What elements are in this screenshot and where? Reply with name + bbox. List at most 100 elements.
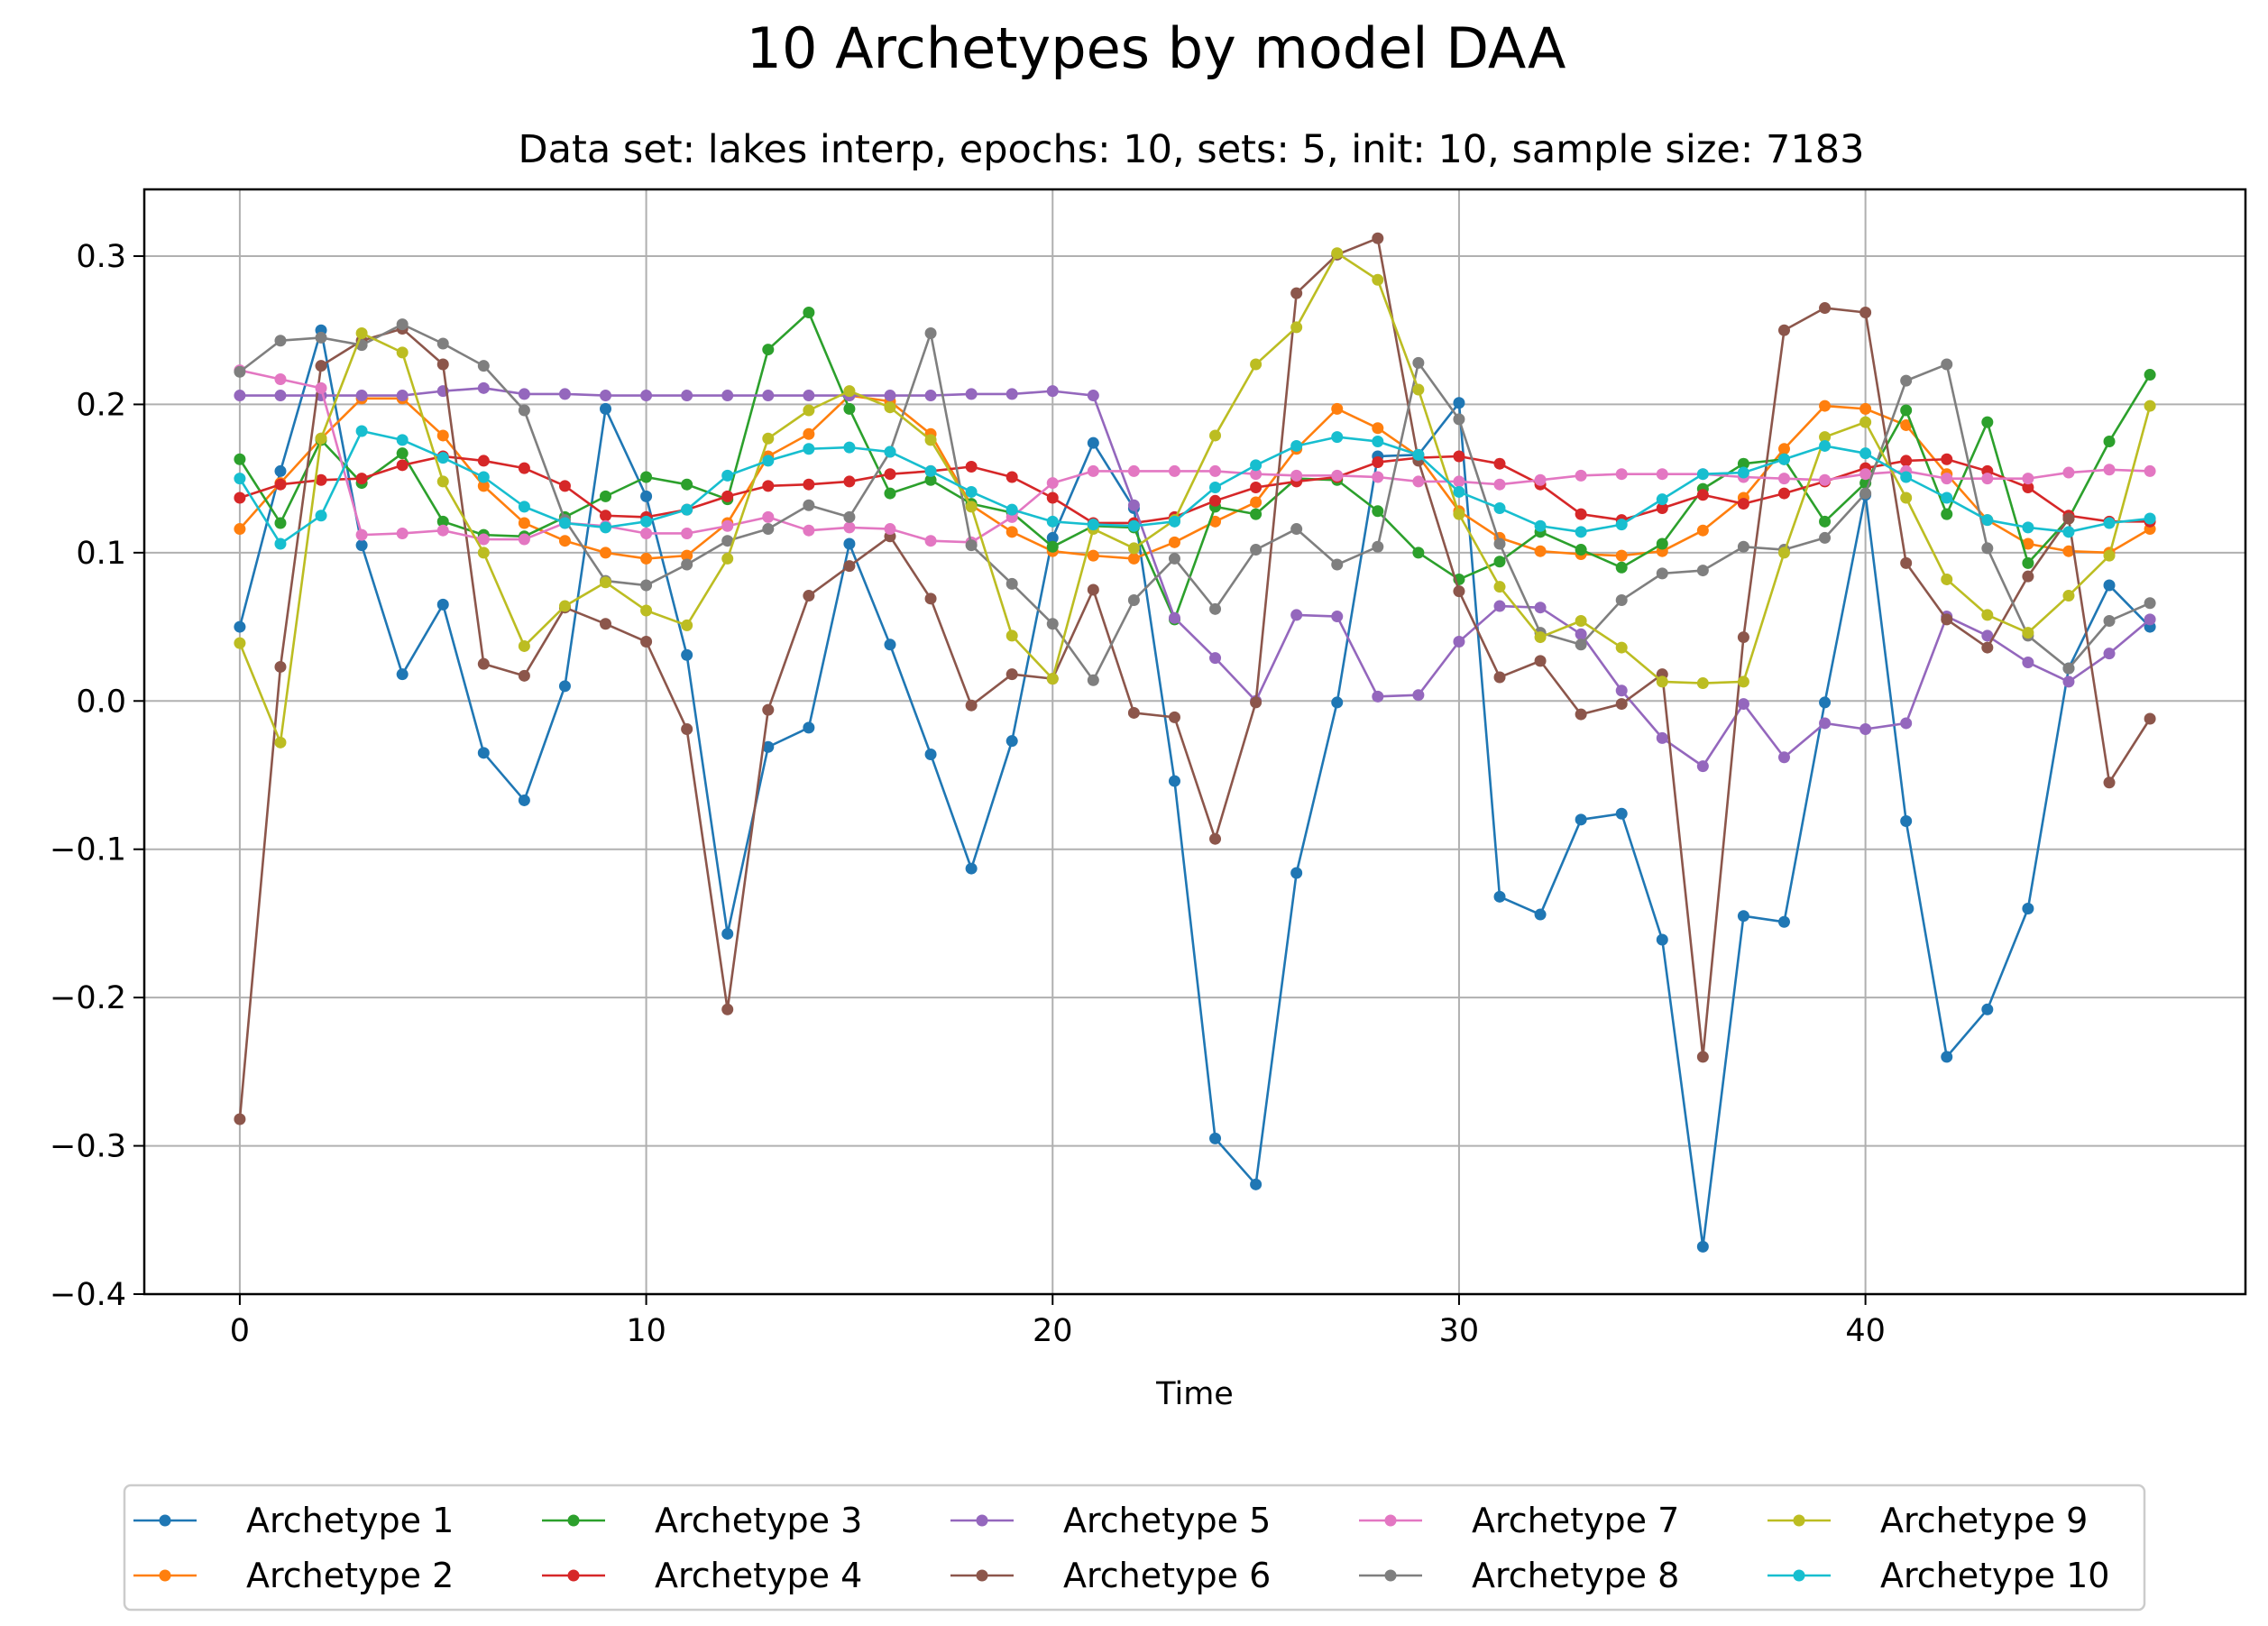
- data-point: [1900, 418, 1913, 431]
- data-point: [1575, 508, 1587, 520]
- data-point: [843, 537, 856, 550]
- legend-swatch-marker: [1793, 1514, 1805, 1527]
- data-point: [1737, 466, 1749, 479]
- data-point: [1900, 404, 1913, 417]
- data-point: [396, 527, 409, 539]
- data-point: [1737, 457, 1749, 470]
- data-point: [234, 1113, 246, 1125]
- legend-item: Archetype 7: [1359, 1501, 1679, 1540]
- data-point: [274, 478, 287, 491]
- data-point: [1127, 519, 1140, 532]
- data-point: [477, 657, 490, 670]
- data-point: [355, 528, 368, 541]
- data-point: [396, 390, 409, 402]
- data-point: [1290, 439, 1303, 452]
- data-point: [518, 533, 530, 546]
- legend-swatch-marker: [567, 1569, 580, 1582]
- data-point: [1250, 358, 1263, 371]
- data-point: [234, 620, 246, 633]
- data-point: [2103, 579, 2116, 592]
- legend-label: Archetype 1: [246, 1501, 454, 1540]
- data-point: [1777, 751, 1790, 764]
- data-point: [924, 327, 937, 339]
- series-line: [239, 387, 2151, 767]
- data-point: [1290, 287, 1303, 299]
- data-point: [721, 390, 734, 402]
- data-point: [274, 335, 287, 347]
- data-point: [1696, 524, 1709, 537]
- data-point: [274, 660, 287, 673]
- legend-swatch-marker: [1793, 1569, 1805, 1582]
- data-point: [1696, 760, 1709, 773]
- data-point: [2103, 648, 2116, 660]
- legend-swatch-marker: [159, 1514, 171, 1527]
- data-point: [1290, 609, 1303, 621]
- data-point: [965, 699, 978, 712]
- series-lines: [234, 232, 2156, 1253]
- data-point: [1372, 232, 1384, 244]
- legend-label: Archetype 2: [246, 1556, 454, 1595]
- data-point: [436, 429, 449, 442]
- data-point: [762, 455, 775, 467]
- data-point: [600, 402, 612, 415]
- data-point: [1941, 491, 1953, 504]
- data-point: [396, 447, 409, 460]
- data-point: [681, 527, 693, 539]
- data-point: [2062, 466, 2075, 479]
- data-point: [1615, 684, 1628, 697]
- data-point: [803, 721, 815, 734]
- data-point: [1981, 641, 1994, 654]
- legend-item: Archetype 6: [950, 1556, 1271, 1595]
- data-point: [518, 404, 530, 417]
- data-point: [1777, 487, 1790, 500]
- data-point: [1575, 708, 1587, 721]
- legend-label: Archetype 3: [655, 1501, 862, 1540]
- data-point: [1534, 519, 1547, 532]
- data-point: [234, 637, 246, 649]
- data-point: [1372, 540, 1384, 553]
- data-point: [2103, 776, 2116, 789]
- y-tick-label: 0.2: [76, 387, 126, 423]
- data-point: [1087, 464, 1099, 477]
- data-point: [1534, 908, 1547, 921]
- data-point: [1981, 542, 1994, 555]
- data-point: [2144, 613, 2156, 626]
- data-point: [1900, 455, 1913, 467]
- data-point: [1087, 390, 1099, 402]
- data-point: [1331, 247, 1344, 260]
- data-point: [1412, 689, 1425, 702]
- data-point: [274, 537, 287, 550]
- data-point: [1209, 464, 1222, 477]
- data-point: [884, 638, 896, 651]
- data-point: [1777, 443, 1790, 455]
- data-point: [924, 748, 937, 760]
- data-point: [1372, 436, 1384, 448]
- data-point: [1534, 473, 1547, 486]
- data-point: [762, 510, 775, 523]
- legend-item: Archetype 5: [950, 1501, 1271, 1540]
- legend-item: Archetype 1: [133, 1501, 454, 1540]
- data-point: [2022, 482, 2034, 493]
- data-point: [1412, 547, 1425, 559]
- data-point: [1819, 439, 1832, 452]
- data-point: [1656, 675, 1668, 688]
- data-point: [2103, 614, 2116, 627]
- data-point: [1900, 814, 1913, 827]
- data-point: [477, 471, 490, 483]
- data-point: [1656, 502, 1668, 515]
- data-point: [1209, 652, 1222, 665]
- data-point: [1493, 502, 1506, 515]
- data-point: [2103, 517, 2116, 529]
- data-point: [1005, 735, 1018, 748]
- data-point: [436, 524, 449, 537]
- data-point: [1127, 706, 1140, 719]
- data-point: [1250, 508, 1263, 520]
- data-point: [2144, 369, 2156, 381]
- data-point: [477, 533, 490, 546]
- data-point: [355, 327, 368, 339]
- data-point: [1696, 489, 1709, 501]
- data-point: [477, 455, 490, 467]
- data-point: [315, 381, 327, 394]
- data-point: [518, 639, 530, 652]
- data-point: [924, 593, 937, 605]
